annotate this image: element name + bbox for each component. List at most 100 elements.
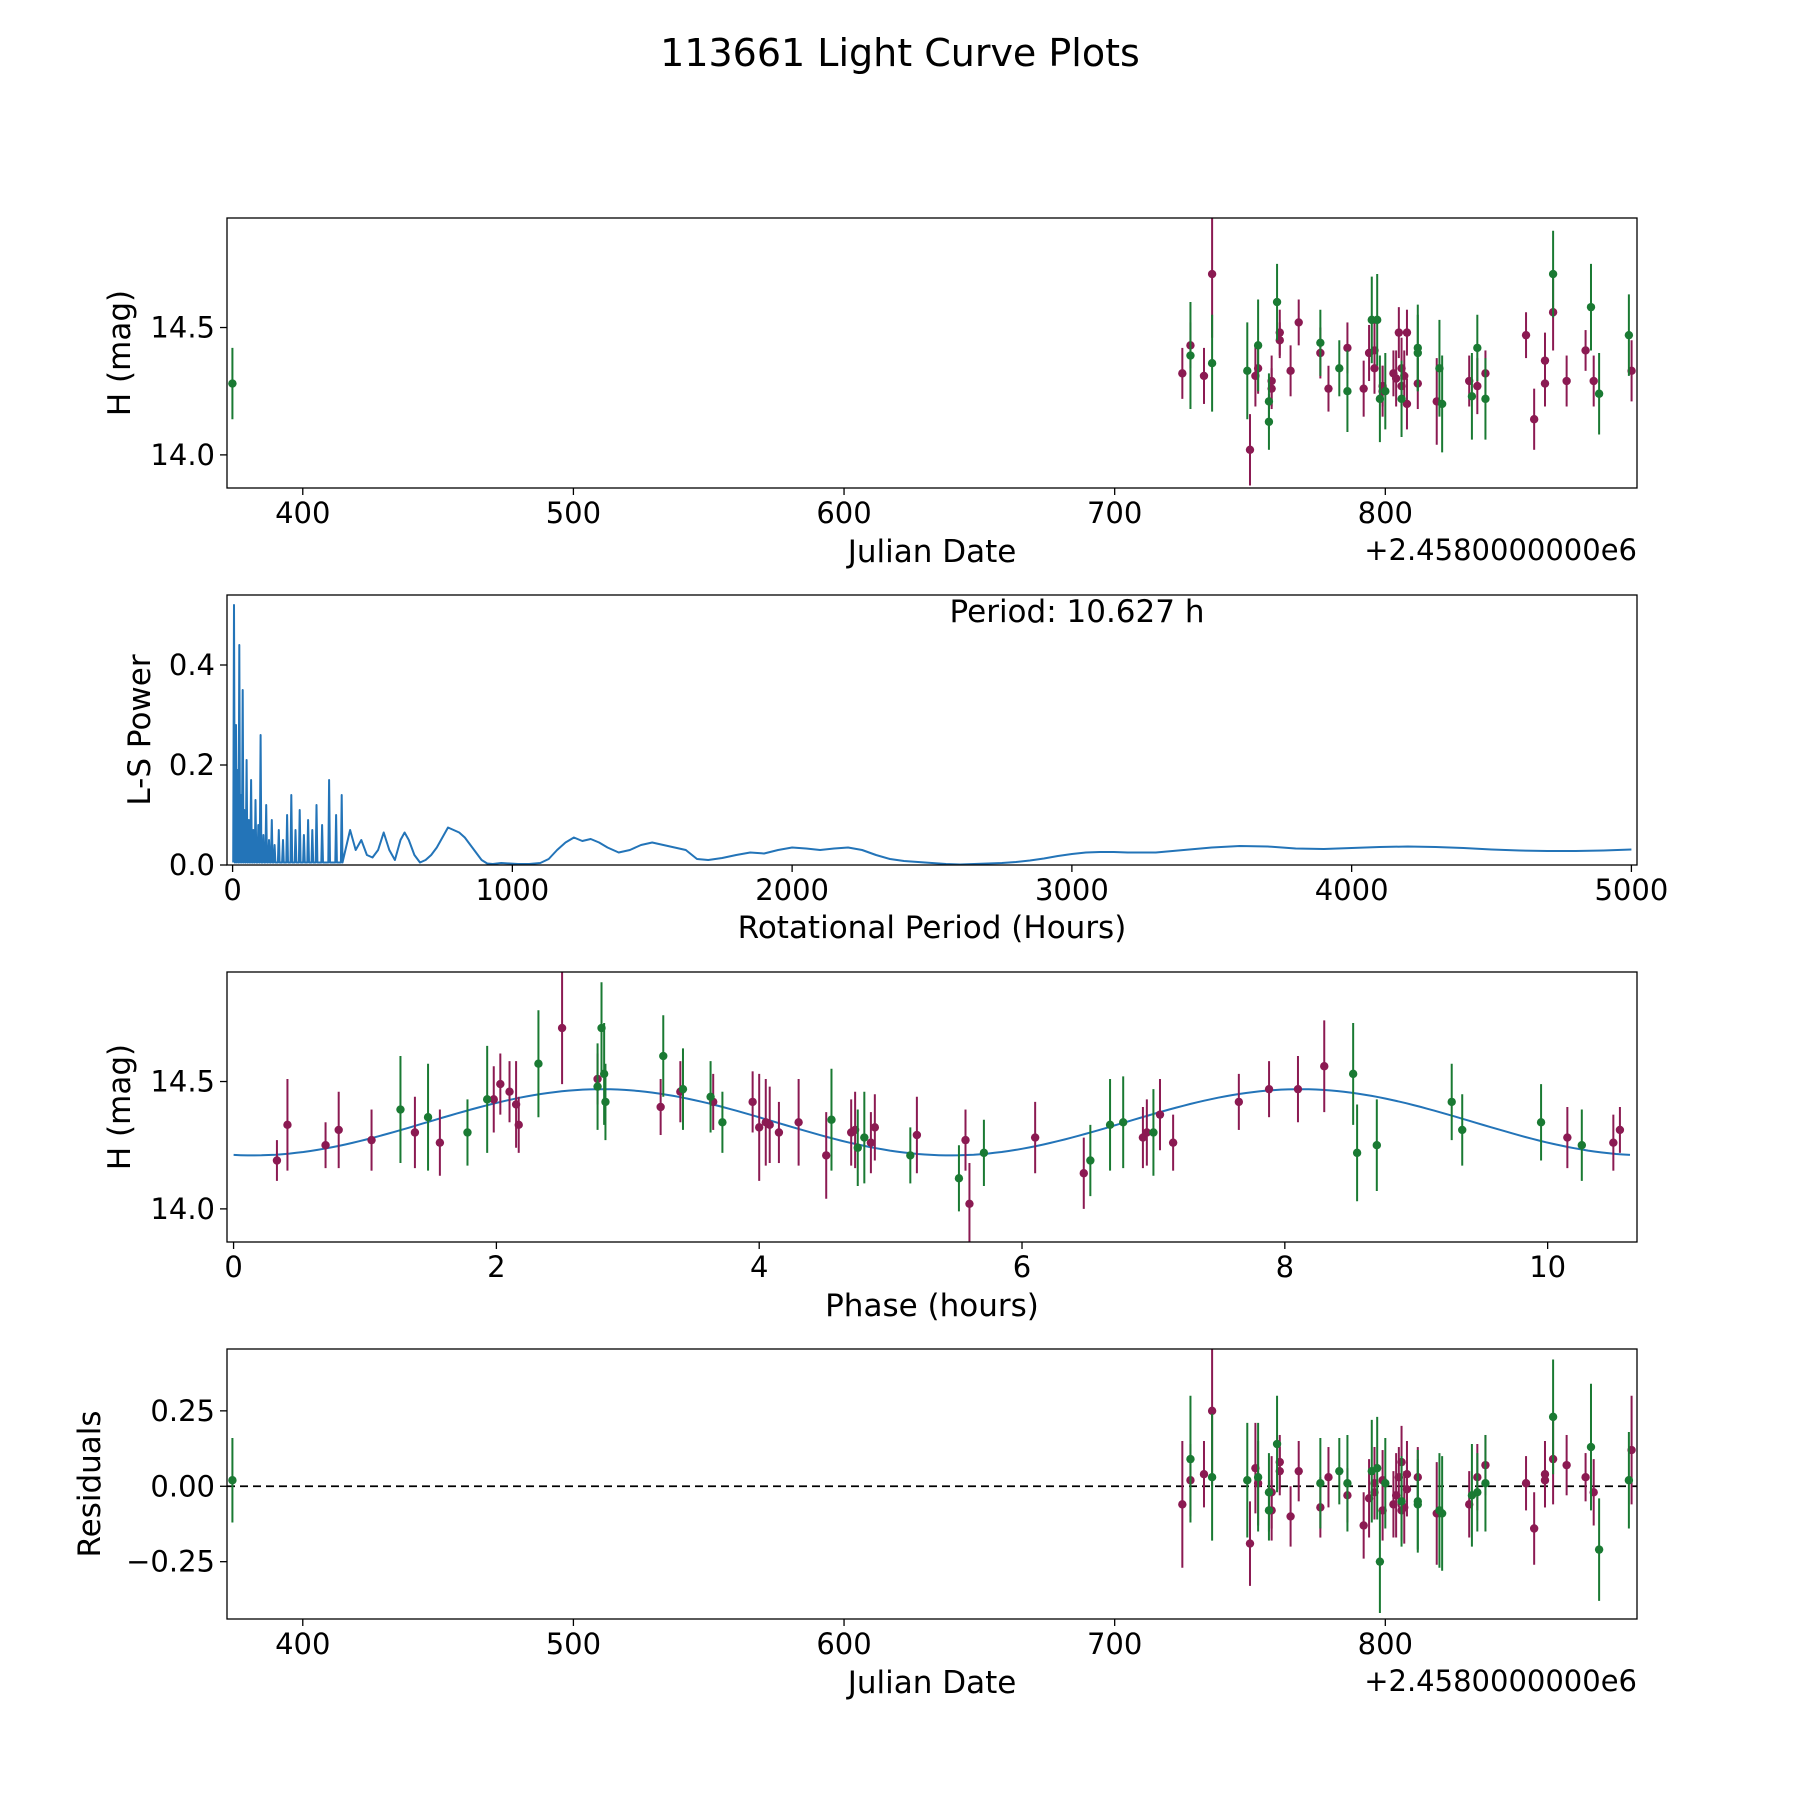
residuals-series_b-point xyxy=(1413,1500,1422,1509)
phased-series_a-point xyxy=(1155,1110,1165,1119)
residuals-series_a-point xyxy=(1286,1512,1295,1521)
phased-x-tick-label: 0 xyxy=(224,1250,242,1284)
phased-series_a-point xyxy=(656,1102,665,1112)
phased-series_b-point xyxy=(1348,1069,1358,1079)
phased-series_b-point xyxy=(1577,1141,1587,1150)
phased-series_a-point xyxy=(272,1156,282,1165)
phased-series_a-point xyxy=(1234,1097,1244,1107)
lightcurve-series_b-point xyxy=(1264,397,1274,406)
residuals-series_b-point xyxy=(1375,1557,1385,1566)
phased-series_a-point xyxy=(1030,1133,1040,1142)
lightcurve-series_b-point xyxy=(1186,351,1195,360)
phased-series_a-point xyxy=(822,1151,831,1160)
phased-model-curve xyxy=(233,1088,1631,1157)
lightcurve-series_a-point xyxy=(1589,376,1598,386)
phased-series_a-point xyxy=(334,1125,343,1135)
lightcurve-series_a-point xyxy=(1178,369,1187,378)
phased-series_b-point xyxy=(906,1151,915,1160)
phased-series_a-point xyxy=(1168,1138,1178,1147)
lightcurve-series_b-point xyxy=(1343,387,1352,396)
periodogram-x-tick-label: 5000 xyxy=(1594,873,1668,907)
phased-series_b-point xyxy=(396,1105,405,1114)
phased-series_a-point xyxy=(505,1087,514,1096)
periodogram-x-tick-label: 1000 xyxy=(475,873,549,907)
lightcurve-series_b-point xyxy=(1594,389,1604,398)
lightcurve-axes: 400 500 600 700 800 14.0 14.5 xyxy=(150,311,1413,530)
lightcurve-y-tick-label: 14.0 xyxy=(150,438,215,472)
lightcurve-frame xyxy=(226,217,1638,489)
lightcurve-series_b-point xyxy=(1397,394,1406,404)
phased-series_a-point xyxy=(1079,1169,1088,1178)
periodogram-y-tick-label: 0.2 xyxy=(169,748,215,782)
phased-series_b-point xyxy=(1105,1120,1115,1130)
phased-series_a-point xyxy=(866,1138,876,1147)
residuals-series_b-point xyxy=(1372,1463,1382,1473)
residuals-series_b-point xyxy=(1437,1509,1447,1518)
lightcurve-series_a-point xyxy=(1286,366,1295,376)
lightcurve-series_a-point xyxy=(1359,384,1368,393)
lightcurve-series_b-point xyxy=(1372,315,1382,325)
residuals-series_a-point xyxy=(1359,1521,1368,1530)
residuals-frame xyxy=(226,1348,1638,1620)
lightcurve-series_a-point xyxy=(1343,343,1352,353)
lightcurve-series_b-point xyxy=(1335,364,1344,373)
lightcurve-series_a-point xyxy=(1473,381,1482,391)
phased-y-tick-label: 14.0 xyxy=(150,1192,215,1226)
phased-series_b-point xyxy=(1536,1118,1546,1127)
lightcurve-series_b-point xyxy=(1243,366,1252,376)
phased-series_b-point xyxy=(1086,1156,1095,1165)
phased-series_b-point xyxy=(827,1115,836,1124)
residuals-x-tick-label: 800 xyxy=(1358,1627,1413,1661)
residuals-series_a-point xyxy=(1207,1406,1217,1416)
residuals-series_b-point xyxy=(1397,1497,1406,1506)
phased-series_a-point xyxy=(748,1097,757,1107)
periodogram-frame xyxy=(226,594,1638,866)
phased-series_b-point xyxy=(954,1174,964,1183)
lightcurve-series_a-point xyxy=(1199,371,1209,381)
residuals-series_b-point xyxy=(1624,1476,1634,1485)
lightcurve-series_a-point xyxy=(1394,328,1404,337)
periodogram-panel: 0 1000 2000 3000 4000 5000 0.0 0.2 0.4 Period: 1… xyxy=(122,594,1668,946)
phased-series_a-point xyxy=(283,1120,292,1130)
phased-x-tick-label: 4 xyxy=(750,1250,768,1284)
periodogram-x-label: Rotational Period (Hours) xyxy=(738,910,1127,946)
lightcurve-series_b-point xyxy=(1624,330,1634,340)
phased-series_a-point xyxy=(794,1118,803,1127)
lightcurve-series_b-point xyxy=(1381,387,1390,396)
lightcurve-series_a-point xyxy=(1540,379,1550,388)
phased-series_b-point xyxy=(482,1095,492,1104)
residuals-x-tick-label: 500 xyxy=(546,1627,601,1661)
periodogram-y-tick-label: 0.0 xyxy=(169,848,215,882)
lightcurve-series_b-point xyxy=(1316,338,1325,348)
periodogram-power-line xyxy=(232,604,1632,865)
lightcurve-series_b-point xyxy=(1437,399,1447,409)
residuals-series_a-point xyxy=(1562,1460,1571,1470)
phased-series_b-point xyxy=(423,1112,433,1122)
phased-series_a-point xyxy=(965,1199,974,1208)
lightcurve-series_b-point xyxy=(1272,297,1282,307)
phased-series_b-point xyxy=(599,1069,609,1079)
lightcurve-series_b-point xyxy=(1207,358,1217,368)
periodogram-x-tick-label: 3000 xyxy=(1035,873,1109,907)
lightcurve-x-tick-label: 500 xyxy=(546,496,601,530)
phased-y-label: H (mag) xyxy=(102,1044,138,1170)
residuals-series_b-point xyxy=(1207,1473,1217,1482)
lightcurve-series_b-point xyxy=(1375,394,1385,404)
residuals-series_a-point xyxy=(1245,1539,1255,1548)
phased-series_b-point xyxy=(1118,1118,1128,1127)
phased-series_a-point xyxy=(870,1123,880,1132)
residuals-panel: 400 500 600 700 800 −0.25 0.00 0.25 Julian Date… xyxy=(72,1348,1638,1701)
residuals-x-label: Julian Date xyxy=(846,1665,1017,1701)
phased-series_b-point xyxy=(534,1059,543,1068)
phased-series_a-point xyxy=(410,1128,420,1137)
residuals-series_a-point xyxy=(1521,1479,1531,1488)
periodogram-x-tick-label: 4000 xyxy=(1315,873,1389,907)
phased-series_b-point xyxy=(979,1148,989,1158)
phased-plot-area xyxy=(233,972,1631,1242)
residuals-series_a-point xyxy=(1199,1469,1209,1479)
phased-series_a-point xyxy=(1609,1138,1618,1147)
phased-series_a-point xyxy=(557,1023,567,1033)
residuals-series_a-point xyxy=(1540,1476,1550,1485)
phased-series_a-point xyxy=(1142,1128,1152,1137)
